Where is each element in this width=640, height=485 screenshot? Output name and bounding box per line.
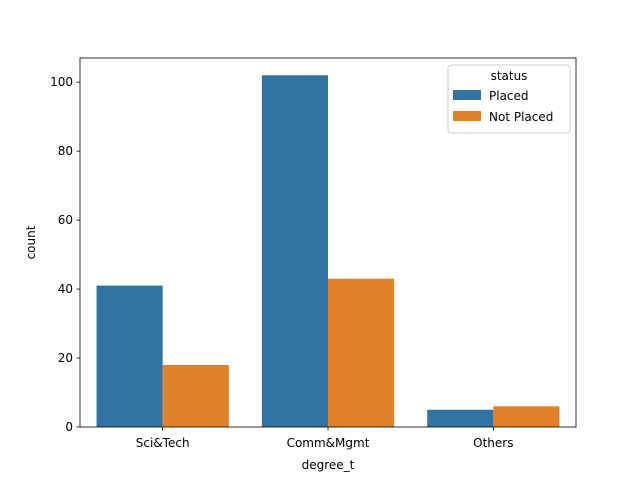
y-tick-label: 60 <box>58 213 73 227</box>
y-tick-label: 20 <box>58 351 73 365</box>
y-tick-label: 0 <box>65 420 73 434</box>
y-tick-label: 40 <box>58 282 73 296</box>
legend-swatch-placed <box>453 90 481 100</box>
y-tick-label: 100 <box>50 75 73 89</box>
bar-placed-1 <box>261 75 328 428</box>
y-axis-label: count <box>24 225 38 259</box>
legend-swatch-not-placed <box>453 111 481 121</box>
bar-not-placed-2 <box>493 406 560 427</box>
x-axis-label: degree_t <box>302 458 355 472</box>
plot-frame <box>79 57 577 428</box>
x-tick-label: Comm&Mgmt <box>287 436 370 450</box>
legend-label: Not Placed <box>489 110 553 124</box>
legend-title: status <box>491 69 528 83</box>
y-tick-label: 80 <box>58 144 73 158</box>
bar-placed-2 <box>427 409 494 427</box>
bar-not-placed-0 <box>162 364 229 427</box>
y-axis: 0 20 40 60 80 100 <box>50 75 80 434</box>
x-tick-label: Sci&Tech <box>136 436 190 450</box>
bar-placed-0 <box>96 285 163 427</box>
legend-items: Placed Not Placed <box>453 89 553 124</box>
legend-label: Placed <box>489 89 529 103</box>
bar-not-placed-1 <box>328 278 395 427</box>
x-tick-label: Others <box>473 436 513 450</box>
legend: status Placed Not Placed <box>447 64 571 134</box>
bars-layer <box>96 75 560 428</box>
x-axis: Sci&Tech Comm&Mgmt Others <box>136 427 513 450</box>
